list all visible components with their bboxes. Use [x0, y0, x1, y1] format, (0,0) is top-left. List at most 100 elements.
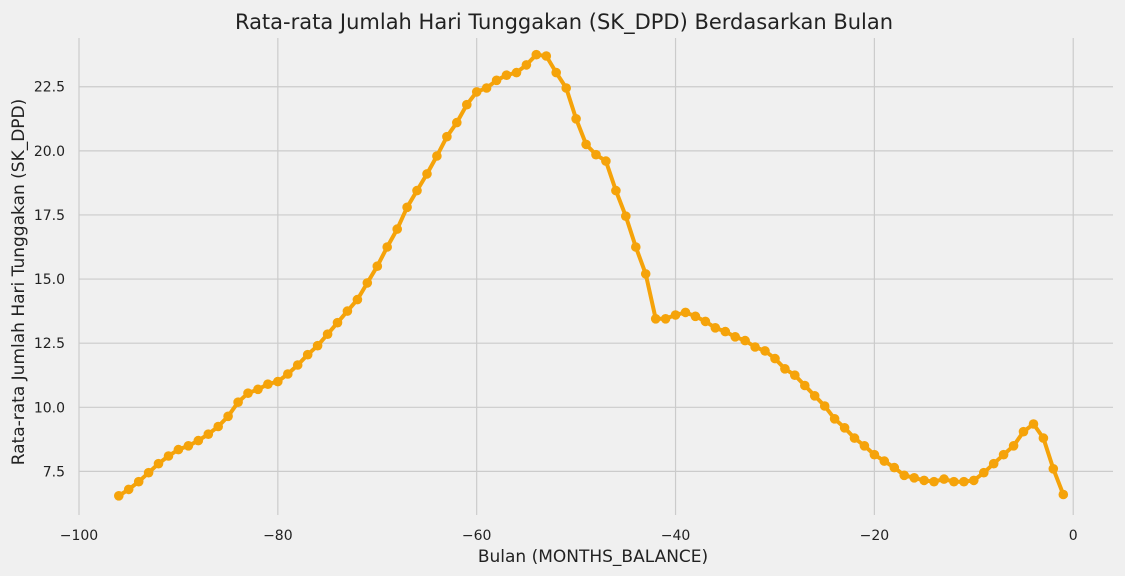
x-tick-label: −80 — [263, 528, 293, 544]
data-point — [392, 224, 403, 234]
data-point — [452, 117, 462, 128]
data-point — [869, 449, 880, 460]
data-point — [839, 423, 850, 433]
data-point — [1038, 433, 1049, 443]
data-point — [332, 317, 343, 328]
data-point — [382, 242, 393, 252]
data-point — [621, 211, 631, 221]
data-point — [302, 349, 313, 360]
series-line — [116, 52, 1066, 498]
data-point — [283, 369, 293, 379]
data-point — [372, 261, 383, 272]
data-point — [1018, 426, 1029, 437]
data-point — [601, 156, 611, 166]
y-tick-label: 7.5 — [43, 464, 65, 480]
data-point — [471, 87, 482, 97]
data-point — [153, 458, 164, 469]
data-point — [680, 307, 691, 318]
data-point — [919, 475, 929, 486]
y-tick-label: 20.0 — [34, 144, 65, 160]
data-point — [1058, 489, 1069, 500]
x-gridlines — [78, 38, 1074, 515]
data-point — [521, 60, 532, 70]
data-point — [899, 470, 909, 481]
data-point — [670, 310, 681, 320]
data-point — [362, 278, 373, 288]
y-tick-label: 15.0 — [34, 272, 65, 288]
data-point — [491, 75, 502, 86]
data-point — [1028, 419, 1039, 429]
data-point — [631, 242, 641, 252]
data-point — [501, 70, 512, 80]
data-point — [909, 473, 919, 483]
data-point — [650, 314, 661, 324]
data-point — [233, 397, 243, 408]
data-point — [979, 467, 989, 478]
y-gridlines — [79, 86, 1113, 473]
x-tick-label: −20 — [860, 528, 890, 544]
data-point — [949, 476, 959, 487]
data-point — [829, 414, 840, 424]
data-point — [969, 475, 979, 486]
data-point — [879, 456, 890, 466]
data-point — [133, 476, 144, 487]
x-tick-label: 0 — [1069, 528, 1078, 544]
x-tick-label: −60 — [462, 528, 492, 544]
data-point — [800, 380, 810, 391]
data-point — [273, 376, 283, 387]
data-point — [511, 67, 522, 78]
data-point — [611, 185, 621, 196]
data-point — [561, 83, 571, 93]
data-point — [481, 83, 492, 93]
x-tick-label: −40 — [661, 528, 691, 544]
data-point — [939, 474, 949, 484]
data-point — [809, 391, 820, 401]
data-point — [1048, 464, 1059, 474]
data-point — [571, 114, 581, 124]
data-points — [114, 49, 1069, 501]
data-point — [1008, 441, 1019, 451]
data-point — [859, 441, 870, 451]
data-point — [312, 340, 323, 351]
data-point — [690, 311, 701, 322]
data-point — [442, 131, 452, 142]
data-point — [193, 435, 204, 446]
data-point — [889, 462, 900, 473]
data-point — [551, 67, 561, 78]
data-point — [432, 151, 442, 161]
data-point — [541, 51, 552, 61]
data-point — [581, 139, 591, 150]
x-tick-label: −100 — [60, 528, 98, 544]
data-point — [352, 294, 363, 305]
data-point — [660, 314, 671, 324]
data-point — [163, 451, 174, 461]
chart-title: Rata-rata Jumlah Hari Tunggakan (SK_DPD)… — [235, 10, 893, 35]
data-point — [342, 306, 353, 316]
data-point — [203, 429, 214, 440]
y-tick-label: 22.5 — [34, 80, 65, 96]
data-point — [710, 323, 721, 333]
data-point — [998, 449, 1009, 460]
data-point — [770, 353, 780, 364]
x-tick-labels: −100 −80 −60 −40 −20 0 — [60, 528, 1078, 544]
data-point — [819, 401, 830, 411]
data-point — [223, 411, 233, 422]
data-point — [780, 364, 790, 374]
data-point — [720, 326, 731, 337]
data-point — [114, 491, 124, 501]
data-point — [143, 467, 154, 478]
y-tick-label: 10.0 — [34, 400, 65, 416]
x-axis-label: Bulan (MONTHS_BALANCE) — [478, 547, 708, 567]
data-point — [243, 388, 253, 399]
data-point — [253, 384, 263, 395]
data-point — [422, 169, 432, 179]
data-point — [402, 202, 412, 213]
y-tick-labels: 7.5 10.0 12.5 15.0 17.5 20.0 22.5 — [34, 80, 65, 481]
data-point — [790, 370, 800, 381]
data-point — [591, 149, 601, 160]
data-point — [412, 185, 422, 196]
data-point — [183, 441, 194, 451]
y-tick-label: 12.5 — [34, 336, 65, 352]
data-point — [959, 476, 969, 487]
